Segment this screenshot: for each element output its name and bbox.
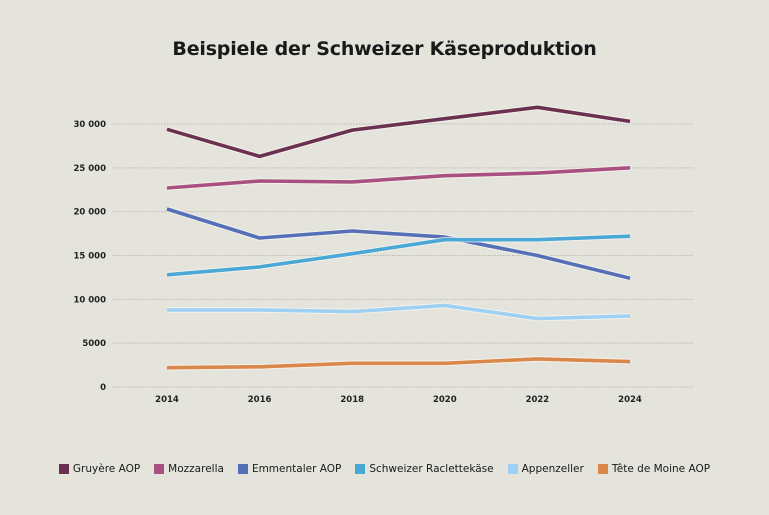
legend-item: Schweizer Raclettekäse — [355, 463, 494, 475]
y-tick-label: 15 000 — [73, 252, 106, 262]
legend-item: Appenzeller — [507, 463, 584, 475]
legend-label: Tête de Moine AOP — [611, 463, 711, 475]
x-tick-label: 2022 — [526, 395, 550, 405]
legend: Gruyère AOP Mozzarella Emmentaler AOP Schwe… — [0, 463, 769, 475]
series-line — [167, 303, 631, 321]
y-tick-label: 5000 — [82, 339, 106, 349]
legend-item: Tête de Moine AOP — [597, 463, 711, 475]
legend-item: Gruyère AOP — [58, 463, 141, 475]
chart-title: Beispiele der Schweizer Käseproduktion — [172, 38, 597, 60]
legend-swatch — [507, 464, 518, 474]
x-tick-label: 2014 — [155, 395, 179, 405]
y-tick-label: 30 000 — [73, 120, 106, 130]
x-tick-label: 2016 — [248, 395, 272, 405]
series-emmentaler-aop — [166, 206, 631, 282]
series-line — [166, 105, 631, 159]
series-appenzeller — [167, 302, 631, 322]
y-tick-label: 20 000 — [73, 208, 106, 218]
x-tick-label: 2018 — [340, 395, 364, 405]
legend-label: Gruyère AOP — [72, 463, 141, 475]
series-lines — [166, 104, 631, 371]
legend-swatch — [355, 464, 366, 474]
series-gruy-re-aop — [166, 104, 631, 160]
series-t-te-de-moine-aop — [166, 356, 631, 371]
series-schweizer-raclettek-se — [166, 233, 631, 278]
y-axis-ticks: 0 5000 10 000 15 000 20 000 25 000 30 000 — [73, 120, 106, 393]
legend-swatch — [58, 464, 69, 474]
gridlines — [113, 123, 693, 388]
series-mozzarella — [166, 165, 631, 191]
x-axis-ticks: 2014 2016 2018 2020 2022 2024 — [155, 395, 642, 405]
x-tick-label: 2024 — [618, 395, 642, 405]
series-line — [166, 207, 631, 281]
legend-label: Emmentaler AOP — [251, 463, 342, 475]
series-line — [166, 234, 631, 277]
y-tick-label: 10 000 — [73, 295, 106, 305]
legend-swatch — [597, 464, 608, 474]
legend-label: Appenzeller — [521, 463, 584, 475]
legend-swatch — [154, 464, 165, 474]
legend-label: Mozzarella — [168, 463, 224, 475]
legend-swatch — [237, 464, 248, 474]
y-tick-label: 0 — [100, 383, 106, 393]
series-line — [166, 357, 631, 370]
series-line — [166, 166, 631, 190]
legend-item: Mozzarella — [154, 463, 224, 475]
x-tick-label: 2020 — [433, 395, 457, 405]
legend-label: Schweizer Raclettekäse — [369, 463, 494, 475]
y-tick-label: 25 000 — [73, 164, 106, 174]
legend-item: Emmentaler AOP — [237, 463, 342, 475]
